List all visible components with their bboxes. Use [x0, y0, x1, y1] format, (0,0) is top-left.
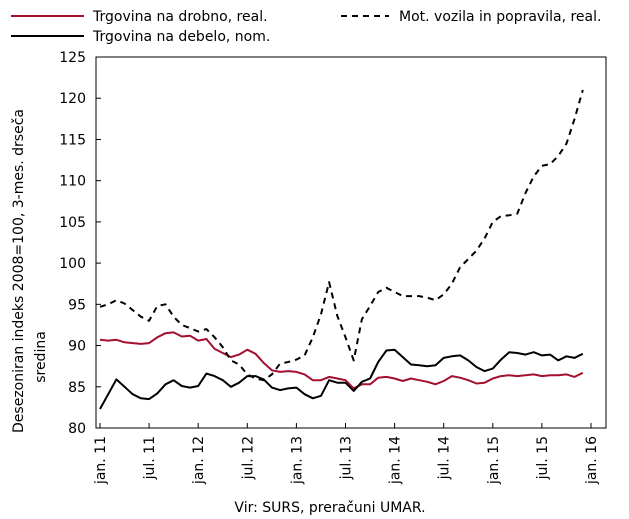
legend-label-retail: Trgovina na drobno, real.: [92, 9, 268, 25]
y-tick-label: 85: [68, 380, 86, 396]
legend-label-motor: Mot. vozila in popravila, real.: [399, 9, 601, 25]
y-tick-label: 120: [59, 91, 86, 107]
x-tick-label: jan. 14: [388, 436, 404, 485]
x-tick-label: jul. 11: [142, 436, 158, 480]
legend: Trgovina na drobno, real. Trgovina na de…: [11, 9, 601, 45]
x-tick-label: jul. 13: [339, 436, 355, 480]
y-tick-label: 105: [59, 215, 86, 231]
legend-label-wholesale: Trgovina na debelo, nom.: [92, 29, 270, 45]
x-tick-label: jul. 14: [437, 436, 453, 480]
y-tick-label: 90: [68, 339, 86, 355]
y-axis-title-line-1: Desezoniran indeks 2008=100, 3-mes. drse…: [11, 109, 27, 433]
y-tick-label: 110: [59, 174, 86, 190]
x-tick-label: jan. 13: [289, 436, 305, 485]
y-axis-ticks: 80 85 90 95 100 105 110 115 120 125: [59, 50, 101, 437]
series-line-2: [99, 89, 584, 382]
x-tick-label: jan. 16: [584, 436, 600, 485]
x-tick-label: jul. 12: [240, 436, 256, 480]
y-tick-label: 80: [68, 421, 86, 437]
series-line-1: [99, 348, 584, 410]
y-axis-title-line-2: sredina: [33, 331, 49, 383]
source-note: Vir: SURS, preračuni UMAR.: [234, 500, 425, 516]
y-tick-label: 95: [68, 297, 86, 313]
x-tick-label: jan. 12: [191, 436, 207, 485]
y-tick-label: 100: [59, 256, 86, 272]
series-lines: [99, 89, 584, 410]
x-axis-ticks: jan. 11 jul. 11 jan. 12 jul. 12 jan. 13 jul. …: [93, 423, 600, 485]
plot-frame: [95, 56, 607, 429]
series-line-0: [99, 331, 584, 390]
y-tick-label: 115: [59, 132, 86, 148]
x-tick-label: jan. 15: [486, 436, 502, 485]
x-tick-label: jan. 11: [93, 436, 109, 485]
y-axis-title: Desezoniran indeks 2008=100, 3-mes. drse…: [11, 109, 49, 433]
x-tick-label: jul. 15: [535, 436, 551, 480]
y-tick-label: 125: [59, 50, 86, 66]
